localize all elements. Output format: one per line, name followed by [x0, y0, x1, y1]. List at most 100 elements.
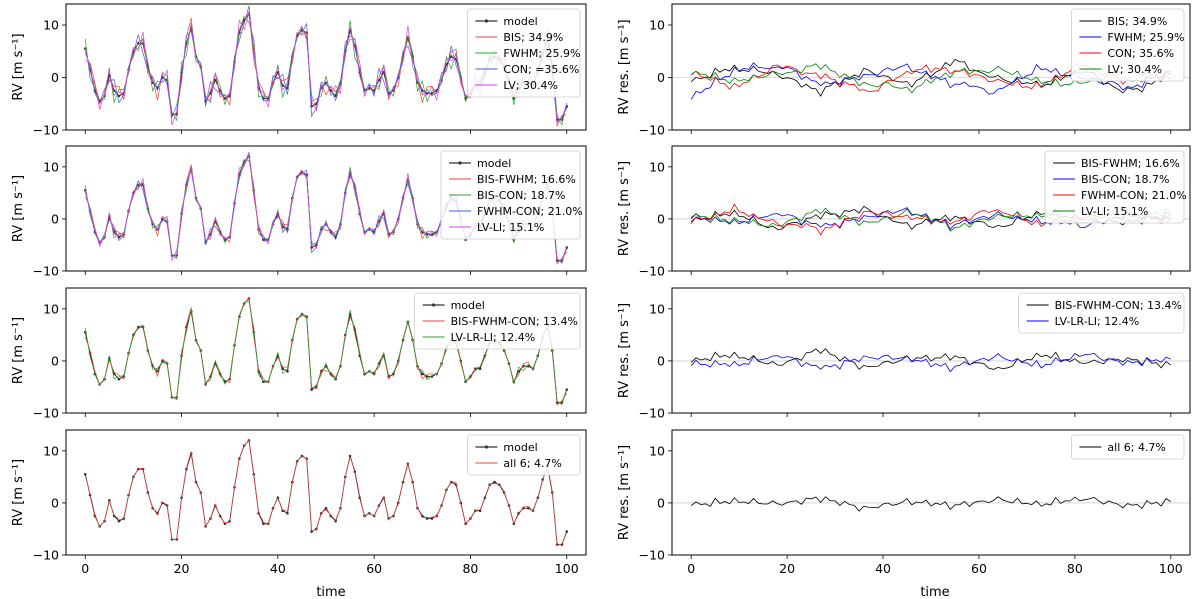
row4-left-plot-area — [83, 438, 569, 547]
y-tick-label: −10 — [639, 264, 665, 279]
y-tick-label: 0 — [51, 70, 59, 85]
legend: BIS-FWHM; 16.6% BIS-CON; 18.7% FWHM-CON; 2… — [1044, 150, 1187, 224]
row2-left-panel: −10 0 10 RV [m s⁻¹] model BIS-FWHM; 16.6% BIS-… — [11, 145, 587, 279]
model-point — [348, 454, 352, 458]
legend-box — [1071, 8, 1185, 82]
x-tick-label: 20 — [779, 561, 795, 576]
y-axis-label: RV res. [m s⁻¹] — [617, 161, 632, 256]
y-tick-label: 0 — [657, 70, 665, 85]
legend: model BIS-FWHM; 16.6% BIS-CON; 18.7% FWHM-C… — [440, 150, 583, 240]
legend-label: LV; 30.4% — [1107, 63, 1162, 76]
model-point — [310, 388, 313, 391]
axes-frame — [671, 145, 1191, 272]
model-point — [310, 105, 313, 108]
model-point — [425, 375, 429, 378]
legend-label: model — [451, 299, 485, 312]
x-tick-label: 0 — [687, 561, 695, 576]
legend-label: CON; 35.6% — [1107, 47, 1174, 60]
residual-line-bis-con — [690, 207, 1172, 230]
model-point — [286, 370, 289, 373]
legend-label: model — [503, 441, 537, 454]
y-tick-label: 10 — [649, 159, 665, 174]
legend-label: LV-LI; 15.1% — [1081, 205, 1148, 218]
legend-label: FWHM-CON; 21.0% — [477, 205, 583, 218]
axes-frame — [671, 429, 1191, 556]
x-tick-label: 40 — [875, 561, 891, 576]
legend-label: model — [503, 15, 537, 28]
model-point — [430, 517, 434, 520]
axes-frame — [671, 3, 1191, 131]
x-axis-label-left: time — [316, 585, 345, 599]
x-tick-label: 100 — [1159, 561, 1183, 576]
legend-label: BIS-CON; 18.7% — [1081, 173, 1169, 186]
legend-box — [440, 150, 581, 240]
model-point — [286, 512, 289, 515]
model-point — [262, 522, 265, 526]
row3-right-plot-area — [672, 348, 1190, 373]
model-point — [334, 519, 337, 523]
series-line-bis-fwhm-con — [84, 296, 568, 406]
y-tick-label: −10 — [33, 406, 59, 421]
axes-frame — [65, 429, 587, 556]
row3-left-panel: −10 0 10 RV [m s⁻¹] model BIS-FWHM-CON; 13.4%… — [11, 287, 587, 421]
y-tick-label: 10 — [43, 301, 59, 316]
y-tick-label: 0 — [51, 211, 59, 226]
legend-label: all 6; 4.7% — [1107, 441, 1166, 454]
row1-left-panel: −10 0 10 RV [m s⁻¹] model BIS; 34.9% FWHM; 25.… — [11, 3, 587, 138]
legend-box — [414, 292, 581, 350]
legend-box — [1071, 434, 1185, 460]
legend-label: BIS-FWHM; 16.6% — [477, 173, 576, 186]
y-tick-label: 10 — [649, 443, 665, 458]
series-line-lv-lr-li — [84, 301, 568, 406]
y-tick-label: 0 — [657, 353, 665, 368]
x-tick-label: 80 — [1067, 561, 1083, 576]
y-tick-label: −10 — [639, 406, 665, 421]
model-point — [425, 517, 429, 520]
residual-line-lv-lr-li — [690, 352, 1171, 373]
legend-box — [1044, 150, 1185, 224]
y-axis-label: RV res. [m s⁻¹] — [617, 303, 632, 398]
y-tick-label: 10 — [649, 18, 665, 33]
model-point — [392, 89, 395, 92]
y-tick-label: 0 — [51, 495, 59, 510]
model-point — [329, 514, 333, 518]
axes-frame — [65, 3, 587, 131]
axes-frame — [65, 287, 587, 414]
legend-box — [466, 8, 581, 98]
x-tick-label: 80 — [462, 561, 478, 576]
y-tick-label: −10 — [33, 264, 59, 279]
x-tick-label: 20 — [174, 561, 190, 576]
legend: model all 6; 4.7% — [466, 434, 581, 476]
y-tick-label: −10 — [639, 123, 665, 138]
axes-frame — [65, 145, 587, 272]
y-axis-label: RV [m s⁻¹] — [11, 459, 26, 526]
legend-label: BIS-FWHM-CON; 13.4% — [1055, 299, 1182, 312]
legend-label: BIS; 34.9% — [1107, 15, 1167, 28]
y-axis-label: RV [m s⁻¹] — [11, 175, 26, 242]
series-line-all-6 — [84, 438, 568, 547]
legend-label: model — [477, 157, 511, 170]
row1-right-panel: −10 0 10 RV res. [m s⁻¹] BIS; 34.9% FWHM; 25.… — [617, 3, 1191, 138]
legend: model BIS; 34.9% FWHM; 25.9% CON; =35.6% LV;… — [466, 8, 581, 98]
model-point — [83, 472, 87, 476]
model-point — [449, 55, 453, 58]
legend: model BIS-FWHM-CON; 13.4% LV-LR-LI; 12.4% — [414, 292, 581, 350]
model-point — [117, 377, 121, 381]
y-tick-label: 0 — [51, 353, 59, 368]
y-tick-label: 0 — [657, 495, 665, 510]
legend-label: FWHM; 25.9% — [1107, 31, 1184, 44]
model-point — [445, 63, 448, 66]
x-tick-label: 100 — [555, 561, 579, 576]
model-point — [464, 522, 467, 526]
legend-label: BIS-FWHM-CON; 13.4% — [451, 315, 578, 328]
model-point — [420, 372, 424, 376]
legend-marker — [484, 19, 488, 23]
residual-line-all-6 — [690, 496, 1172, 512]
legend-marker — [484, 445, 488, 449]
legend-label: all 6; 4.7% — [503, 457, 562, 470]
x-tick-label: 60 — [366, 561, 382, 576]
legend-label: BIS-CON; 18.7% — [477, 189, 565, 202]
x-axis-label-right: time — [920, 585, 949, 599]
